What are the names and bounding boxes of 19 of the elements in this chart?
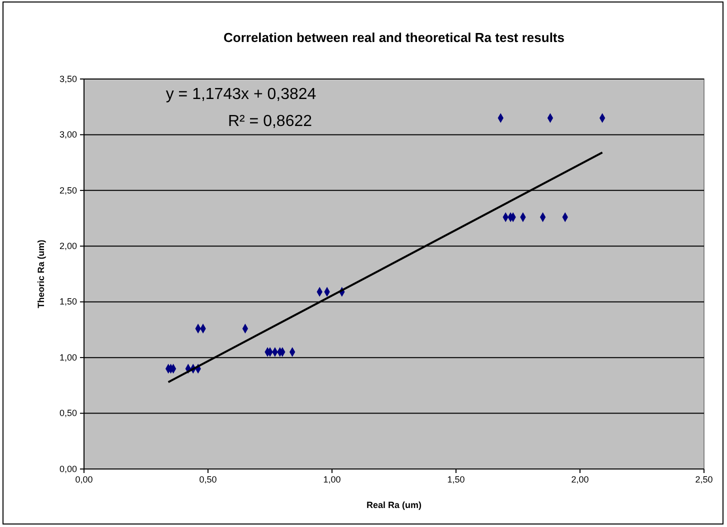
y-tick-label: 2,50	[59, 185, 77, 196]
x-tick-label: 1,00	[323, 474, 341, 484]
x-tick-label: 0,50	[199, 474, 217, 484]
x-tick-label: 1,50	[447, 474, 465, 484]
annotation: y = 1,1743x + 0,3824	[166, 86, 316, 103]
y-tick-label: 3,50	[59, 74, 77, 84]
x-axis-title: Real Ra (um)	[366, 500, 422, 510]
y-tick-label: 3,00	[59, 130, 77, 140]
x-tick-label: 0,00	[75, 474, 93, 484]
y-tick-label: 0,00	[59, 464, 77, 474]
y-tick-label: 0,50	[59, 408, 77, 418]
chart-title: Correlation between real and theoretical Ra test results	[224, 30, 564, 45]
y-axis-title: Theoric Ra (um)	[36, 240, 46, 308]
x-tick-label: 2,50	[695, 474, 713, 484]
x-tick-label: 2,00	[571, 474, 589, 484]
annotation: R² = 0,8622	[228, 113, 312, 130]
y-tick-label: 1,50	[59, 296, 77, 307]
y-tick-label: 2,00	[59, 241, 77, 252]
y-tick-label: 1,00	[59, 352, 77, 362]
